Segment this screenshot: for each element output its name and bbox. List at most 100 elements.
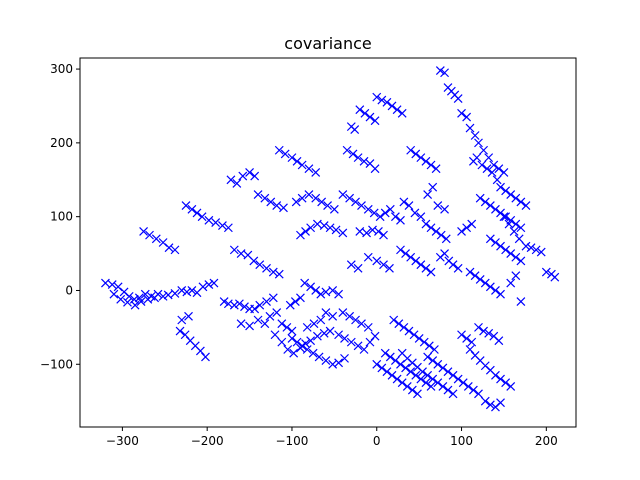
data-point [328, 311, 338, 321]
data-point [499, 212, 509, 222]
data-point [277, 319, 287, 329]
data-point [170, 288, 180, 298]
data-point [506, 249, 516, 258]
data-point [270, 330, 280, 340]
data-point [346, 122, 356, 132]
x-tick-label: −100 [275, 434, 308, 448]
data-point [426, 223, 436, 233]
data-point [297, 160, 307, 170]
data-point [501, 212, 511, 222]
data-point [209, 278, 219, 288]
data-point [163, 290, 173, 300]
data-point [385, 263, 394, 273]
data-point [274, 269, 284, 279]
data-point [145, 230, 154, 240]
data-point [416, 212, 426, 222]
data-point [328, 359, 338, 369]
data-point [448, 370, 458, 380]
data-point [360, 108, 370, 118]
data-point [372, 92, 382, 102]
data-point [253, 190, 263, 199]
data-point [363, 204, 373, 214]
data-point [362, 228, 372, 238]
data-point [300, 278, 310, 288]
data-point [453, 263, 463, 273]
data-point [140, 289, 150, 299]
data-point [387, 101, 397, 111]
data-point [496, 374, 505, 384]
data-point [414, 334, 424, 343]
data-point [359, 156, 369, 166]
data-point [443, 385, 453, 395]
data-point [302, 322, 312, 332]
data-point [472, 153, 482, 163]
data-point [423, 190, 433, 199]
data-point [453, 94, 463, 104]
data-point [260, 193, 270, 203]
data-point [428, 374, 438, 384]
data-point [416, 374, 426, 384]
data-point [334, 358, 344, 368]
y-tick-label: −100 [40, 357, 73, 371]
data-point [511, 193, 521, 203]
data-point [223, 223, 233, 233]
data-point [308, 348, 318, 358]
data-point [277, 337, 287, 347]
data-point [421, 219, 431, 229]
data-point [506, 190, 516, 199]
data-point [368, 225, 377, 235]
data-point [301, 339, 310, 349]
data-point [509, 227, 519, 236]
data-point [438, 363, 448, 373]
data-point [485, 400, 495, 410]
data-point [531, 245, 541, 255]
data-point [423, 370, 433, 380]
data-point [236, 249, 246, 258]
data-point [526, 243, 536, 253]
data-point [292, 337, 302, 347]
data-point [306, 223, 316, 233]
data-point [229, 300, 239, 310]
data-point [501, 186, 511, 196]
data-point [363, 322, 373, 332]
data-point [392, 105, 402, 115]
data-point [130, 300, 140, 310]
data-point [440, 68, 450, 78]
data-point [426, 160, 436, 170]
data-points [101, 66, 560, 412]
data-point [431, 164, 441, 174]
data-point [511, 219, 521, 229]
data-point [470, 131, 480, 140]
data-point [289, 348, 299, 358]
data-point [380, 348, 390, 358]
data-point [382, 97, 392, 107]
x-tick-label: −300 [106, 434, 139, 448]
data-point [197, 212, 207, 222]
data-point [377, 95, 387, 105]
data-point [480, 197, 490, 207]
data-point [411, 256, 421, 266]
data-point [440, 249, 450, 258]
data-point [287, 334, 297, 343]
data-point [201, 352, 210, 362]
plot-frame [79, 57, 577, 428]
data-point [413, 389, 422, 399]
data-point [219, 297, 229, 306]
data-point [340, 334, 349, 343]
data-point [302, 345, 312, 354]
data-point [397, 108, 407, 118]
data-point [351, 197, 360, 207]
data-point [485, 201, 495, 211]
data-point [480, 396, 490, 406]
data-point [457, 227, 466, 236]
data-point [421, 156, 431, 166]
y-tick-label: 0 [65, 283, 73, 297]
data-point [491, 370, 500, 380]
data-point [457, 330, 466, 340]
data-point [396, 215, 405, 225]
data-point [494, 164, 504, 174]
data-point [312, 219, 322, 229]
data-point [325, 223, 335, 233]
data-point [316, 289, 326, 299]
data-point [390, 356, 400, 366]
